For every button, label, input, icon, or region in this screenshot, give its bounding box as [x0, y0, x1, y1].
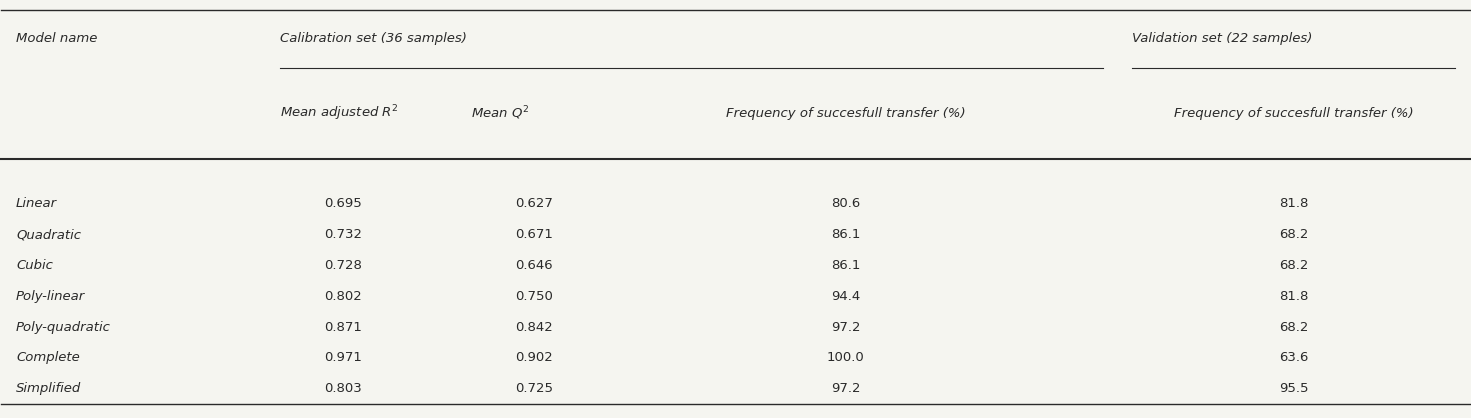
Text: 0.971: 0.971: [325, 352, 362, 364]
Text: 80.6: 80.6: [831, 197, 861, 210]
Text: Model name: Model name: [16, 32, 97, 45]
Text: 0.871: 0.871: [325, 321, 362, 334]
Text: Poly-quadratic: Poly-quadratic: [16, 321, 110, 334]
Text: 0.803: 0.803: [325, 382, 362, 395]
Text: Mean $Q^2$: Mean $Q^2$: [471, 104, 530, 122]
Text: 68.2: 68.2: [1278, 321, 1308, 334]
Text: 0.842: 0.842: [515, 321, 553, 334]
Text: 81.8: 81.8: [1278, 197, 1308, 210]
Text: Mean adjusted $R^2$: Mean adjusted $R^2$: [281, 104, 399, 123]
Text: 0.728: 0.728: [325, 259, 362, 272]
Text: Frequency of succesfull transfer (%): Frequency of succesfull transfer (%): [725, 107, 965, 120]
Text: 95.5: 95.5: [1278, 382, 1308, 395]
Text: Validation set (22 samples): Validation set (22 samples): [1131, 32, 1312, 45]
Text: 86.1: 86.1: [831, 228, 861, 241]
Text: 0.695: 0.695: [325, 197, 362, 210]
Text: Frequency of succesfull transfer (%): Frequency of succesfull transfer (%): [1174, 107, 1414, 120]
Text: 86.1: 86.1: [831, 259, 861, 272]
Text: 0.732: 0.732: [325, 228, 362, 241]
Text: 0.725: 0.725: [515, 382, 553, 395]
Text: Calibration set (36 samples): Calibration set (36 samples): [281, 32, 468, 45]
Text: 97.2: 97.2: [831, 382, 861, 395]
Text: Complete: Complete: [16, 352, 79, 364]
Text: Simplified: Simplified: [16, 382, 81, 395]
Text: 81.8: 81.8: [1278, 290, 1308, 303]
Text: Poly-linear: Poly-linear: [16, 290, 85, 303]
Text: 0.802: 0.802: [325, 290, 362, 303]
Text: Quadratic: Quadratic: [16, 228, 81, 241]
Text: 100.0: 100.0: [827, 352, 865, 364]
Text: 0.646: 0.646: [515, 259, 553, 272]
Text: 94.4: 94.4: [831, 290, 861, 303]
Text: 68.2: 68.2: [1278, 259, 1308, 272]
Text: Cubic: Cubic: [16, 259, 53, 272]
Text: 0.902: 0.902: [515, 352, 553, 364]
Text: 0.750: 0.750: [515, 290, 553, 303]
Text: 68.2: 68.2: [1278, 228, 1308, 241]
Text: 97.2: 97.2: [831, 321, 861, 334]
Text: 0.627: 0.627: [515, 197, 553, 210]
Text: Linear: Linear: [16, 197, 57, 210]
Text: 0.671: 0.671: [515, 228, 553, 241]
Text: 63.6: 63.6: [1278, 352, 1308, 364]
